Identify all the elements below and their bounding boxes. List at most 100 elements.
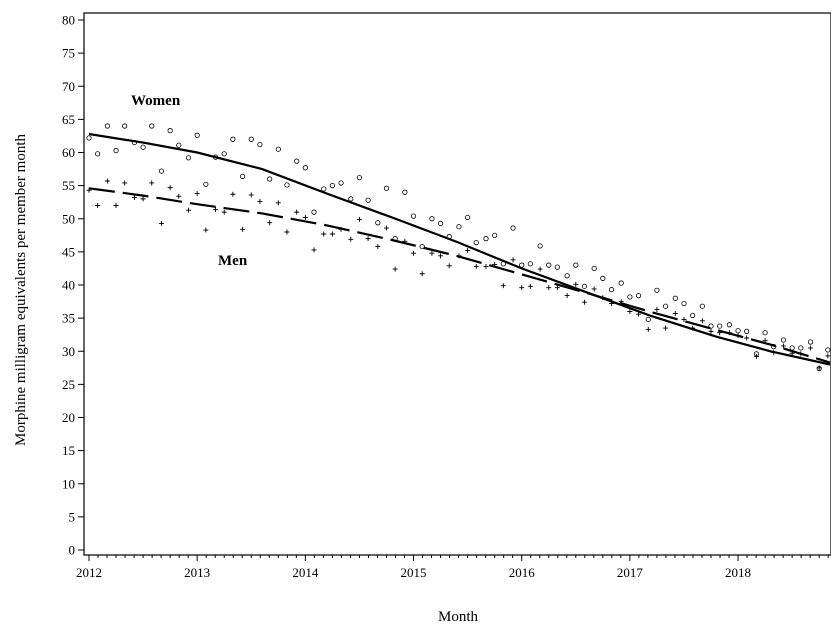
women-data-point <box>149 123 155 129</box>
women-data-point <box>248 136 254 142</box>
men-data-point <box>275 200 281 206</box>
y-tick-label: 60 <box>62 145 75 160</box>
women-data-point <box>681 300 687 307</box>
women-data-point <box>456 224 462 230</box>
women-data-point <box>240 173 246 179</box>
women-data-point <box>383 185 390 191</box>
men-data-point <box>546 285 552 291</box>
women-data-point <box>635 292 642 299</box>
women-data-point <box>527 261 533 267</box>
men-data-point <box>140 196 146 202</box>
x-tick-label: 2012 <box>76 565 102 580</box>
women-data-point <box>825 347 831 353</box>
men-data-point <box>230 191 236 197</box>
men-data-point <box>519 285 525 291</box>
women-data-point <box>410 213 417 219</box>
men-data-point <box>257 199 263 205</box>
y-tick-label: 80 <box>62 13 75 28</box>
y-tick-label: 45 <box>62 244 75 259</box>
men-data-point <box>429 250 435 256</box>
men-data-point <box>690 325 696 331</box>
women-data-point <box>321 186 327 192</box>
men-data-point <box>167 185 173 191</box>
men-data-point <box>726 330 732 336</box>
women-data-point <box>473 240 479 246</box>
men-data-point <box>708 328 714 334</box>
y-tick-label: 25 <box>62 377 75 392</box>
women-data-point <box>627 294 633 300</box>
series-labels: Women Men <box>131 93 248 269</box>
men-data-point <box>608 301 614 307</box>
men-data-point <box>375 244 381 250</box>
x-tick-label: 2013 <box>184 565 210 580</box>
women-data-point <box>419 243 425 250</box>
women-data-point <box>392 236 398 242</box>
women-data-point <box>762 330 768 336</box>
men-data-point <box>483 263 489 269</box>
x-tick-label: 2015 <box>401 565 427 580</box>
women-data-point <box>86 135 92 141</box>
men-data-point <box>158 220 164 226</box>
men-data-point <box>672 310 678 316</box>
women-data-point <box>717 323 723 329</box>
women-data-point <box>375 220 381 226</box>
women-data-point <box>212 154 219 160</box>
women-trend-line <box>88 132 831 366</box>
men-data-point <box>348 236 354 242</box>
men-data-point <box>573 281 579 287</box>
y-tick-label: 55 <box>62 178 75 193</box>
women-data-point <box>402 189 408 195</box>
women-data-point <box>446 234 452 240</box>
men-data-point <box>771 350 777 356</box>
x-tick-label: 2016 <box>509 565 536 580</box>
women-data-point <box>365 197 371 203</box>
x-axis: 2012 2013 2014 2015 2016 2017 2018 <box>76 555 829 580</box>
men-data-point <box>221 209 227 215</box>
men-data-point <box>465 248 471 254</box>
men-data-point <box>104 178 110 184</box>
women-data-point <box>662 303 669 309</box>
men-data-point <box>329 231 335 237</box>
y-tick-label: 65 <box>62 112 75 127</box>
y-tick-label: 75 <box>62 46 75 61</box>
men-data-point <box>131 195 137 201</box>
women-data-point <box>257 141 263 148</box>
women-data-point <box>437 220 444 226</box>
men-data-point <box>699 318 705 324</box>
women-data-point <box>510 225 516 231</box>
women-data-point <box>500 261 506 267</box>
y-tick-label: 0 <box>69 543 76 558</box>
women-data-point <box>284 182 290 188</box>
women-data-point <box>176 142 182 148</box>
women-data-point <box>780 337 787 343</box>
women-data-point <box>185 155 192 161</box>
women-data-point <box>564 273 570 279</box>
x-axis-title: Month <box>438 609 479 625</box>
men-data-point <box>789 350 795 356</box>
women-data-point <box>726 322 732 328</box>
men-data-point <box>527 283 533 289</box>
y-tick-label: 10 <box>62 476 75 491</box>
y-tick-label: 50 <box>62 211 75 226</box>
women-data-point <box>546 262 552 268</box>
men-data-point <box>194 191 200 197</box>
women-data-point <box>267 176 273 182</box>
men-data-point <box>564 293 570 299</box>
women-data-point <box>113 147 119 154</box>
y-tick-label: 40 <box>62 278 75 293</box>
men-data-point <box>681 316 687 322</box>
men-data-point <box>581 299 587 305</box>
men-data-point <box>338 226 344 232</box>
men-data-point <box>735 332 741 338</box>
women-data-point <box>194 132 200 138</box>
women-data-point <box>131 139 138 146</box>
women-data-point <box>554 264 560 270</box>
y-tick-label: 15 <box>62 443 75 458</box>
women-data-point <box>600 275 606 281</box>
women-data-point <box>798 345 804 351</box>
women-data-point <box>348 196 354 202</box>
men-data-point <box>636 311 642 317</box>
men-data-point <box>321 231 327 237</box>
men-data-point <box>383 225 389 231</box>
